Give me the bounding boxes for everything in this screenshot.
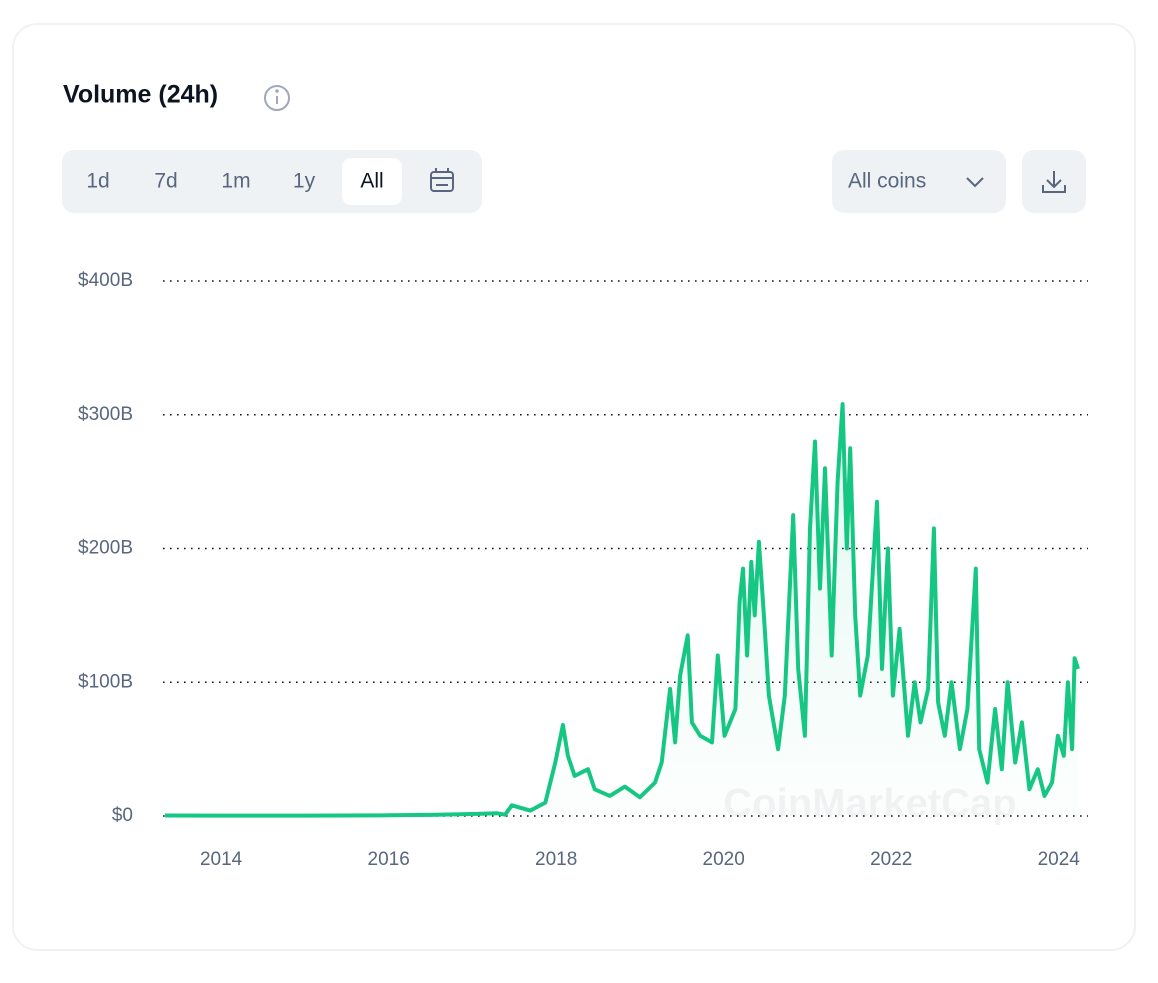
y-tick-label: $300B [78, 404, 133, 425]
range-button[interactable]: 1y [293, 170, 316, 193]
x-tick-label: 2018 [535, 849, 577, 870]
y-tick-label: $400B [78, 270, 133, 291]
y-tick-label: $0 [112, 805, 133, 826]
dropdown-arrow [966, 177, 984, 188]
x-tick-label: 2014 [200, 849, 243, 870]
range-button[interactable]: All [360, 170, 383, 193]
range-button[interactable]: 7d [154, 170, 177, 193]
range-button[interactable]: 1d [86, 170, 109, 193]
y-tick-label: $100B [78, 671, 133, 692]
x-tick-label: 2016 [368, 849, 410, 870]
range-group [62, 150, 482, 213]
range-button[interactable]: 1m [221, 170, 250, 193]
y-tick-label: $200B [78, 538, 133, 559]
x-tick-label: 2024 [1038, 849, 1081, 870]
coin-filter-label: All coins [848, 170, 926, 193]
info-icon[interactable] [264, 85, 290, 111]
x-tick-label: 2020 [703, 849, 745, 870]
volume-line [164, 402, 1080, 818]
download-icon [1042, 171, 1066, 193]
range-selected [342, 158, 402, 205]
chart-title: Volume (24h) [63, 81, 218, 109]
x-tick-label: 2022 [870, 849, 912, 870]
coin-filter[interactable] [832, 150, 1006, 213]
calendar-button[interactable] [430, 168, 454, 192]
